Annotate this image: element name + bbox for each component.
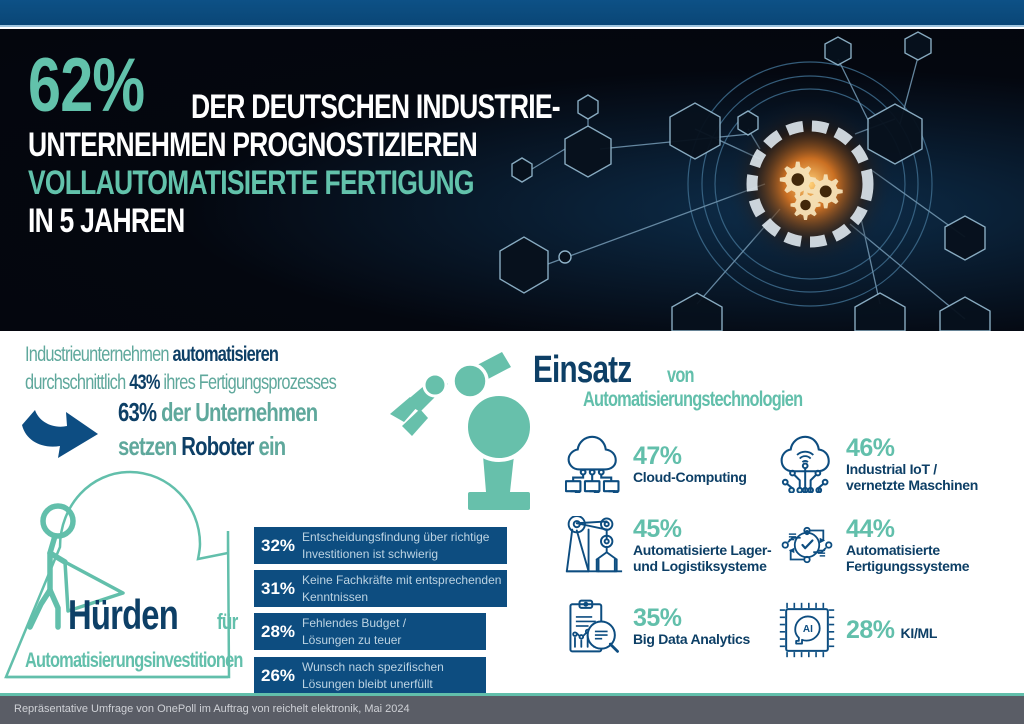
svg-text:AI: AI: [803, 624, 813, 635]
